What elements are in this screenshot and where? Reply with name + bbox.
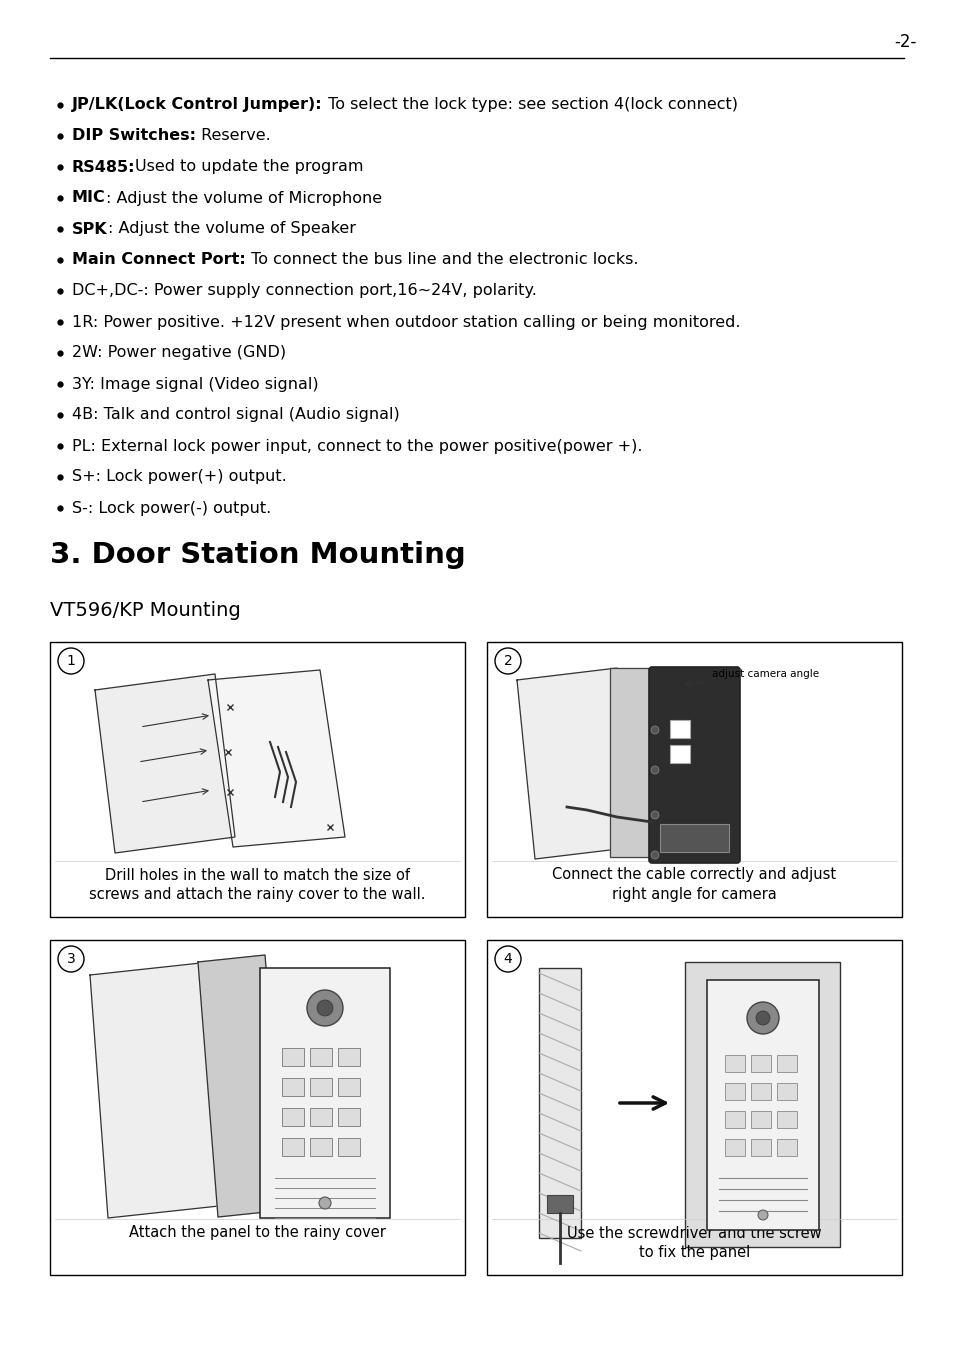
Bar [659, 825, 728, 852]
Polygon shape [198, 955, 285, 1217]
Text: PL: External lock power input, connect to the power positive(power +).: PL: External lock power input, connect t… [71, 439, 641, 454]
Circle shape [650, 766, 659, 774]
Circle shape [495, 946, 520, 972]
Text: S+: Lock power(+) output.: S+: Lock power(+) output. [71, 470, 287, 485]
Circle shape [316, 1001, 333, 1016]
Bar [337, 1078, 359, 1095]
Text: -2-: -2- [893, 32, 915, 51]
Bar [684, 961, 840, 1247]
Bar [724, 1112, 744, 1128]
Text: 1: 1 [67, 654, 75, 668]
Text: screws and attach the rainy cover to the wall.: screws and attach the rainy cover to the… [90, 887, 425, 902]
Bar [724, 1055, 744, 1072]
Bar [260, 968, 390, 1219]
Text: Reserve.: Reserve. [195, 129, 271, 144]
Bar [337, 1108, 359, 1127]
Text: DC+,DC-: Power supply connection port,16~24V, polarity.: DC+,DC-: Power supply connection port,16… [71, 283, 537, 298]
Text: SPK: SPK [71, 222, 108, 237]
Bar [282, 1078, 304, 1095]
Text: Attach the panel to the rainy cover: Attach the panel to the rainy cover [129, 1225, 386, 1240]
Circle shape [746, 1002, 779, 1034]
Text: To select the lock type: see section 4(lock connect): To select the lock type: see section 4(l… [322, 97, 737, 112]
Text: MIC: MIC [71, 191, 106, 206]
Polygon shape [90, 961, 228, 1219]
Bar [750, 1112, 770, 1128]
Bar [310, 1048, 332, 1066]
Circle shape [755, 1011, 769, 1025]
Bar [706, 980, 818, 1229]
Text: 4: 4 [503, 952, 512, 965]
Text: Drill holes in the wall to match the size of: Drill holes in the wall to match the siz… [105, 868, 410, 883]
Polygon shape [208, 670, 345, 848]
Bar [750, 1139, 770, 1156]
Bar [724, 1083, 744, 1099]
Text: VT596/KP Mounting: VT596/KP Mounting [50, 601, 240, 620]
Bar [486, 642, 901, 917]
Circle shape [650, 852, 659, 858]
Bar [669, 720, 689, 738]
Bar [546, 1196, 573, 1213]
Text: To connect the bus line and the electronic locks.: To connect the bus line and the electron… [246, 252, 638, 268]
Circle shape [650, 811, 659, 819]
Bar [50, 940, 464, 1275]
Bar [776, 1055, 796, 1072]
FancyBboxPatch shape [648, 668, 740, 862]
Bar [669, 745, 689, 764]
Text: 3. Door Station Mounting: 3. Door Station Mounting [50, 542, 465, 569]
Bar [750, 1055, 770, 1072]
Text: 3Y: Image signal (Video signal): 3Y: Image signal (Video signal) [71, 376, 318, 391]
Bar [776, 1139, 796, 1156]
Bar [310, 1078, 332, 1095]
Text: 3: 3 [67, 952, 75, 965]
Text: to fix the panel: to fix the panel [639, 1244, 749, 1259]
Polygon shape [609, 668, 651, 857]
Bar [50, 642, 464, 917]
Text: Use the screwdriver and the screw: Use the screwdriver and the screw [567, 1225, 821, 1240]
Text: S-: Lock power(-) output.: S-: Lock power(-) output. [71, 501, 271, 516]
Polygon shape [95, 674, 234, 853]
Circle shape [58, 946, 84, 972]
Bar [310, 1108, 332, 1127]
Circle shape [307, 990, 343, 1026]
Text: : Adjust the volume of Microphone: : Adjust the volume of Microphone [106, 191, 381, 206]
Text: adjust camera angle: adjust camera angle [685, 669, 819, 686]
Bar [724, 1139, 744, 1156]
Circle shape [58, 649, 84, 674]
Text: Used to update the program: Used to update the program [135, 160, 364, 175]
Bar [538, 968, 580, 1238]
Bar [486, 940, 901, 1275]
Text: DIP Switches:: DIP Switches: [71, 129, 195, 144]
Bar [282, 1048, 304, 1066]
Text: right angle for camera: right angle for camera [612, 887, 776, 902]
Polygon shape [517, 668, 635, 858]
Bar [750, 1083, 770, 1099]
Text: JP/LK(Lock Control Jumper):: JP/LK(Lock Control Jumper): [71, 97, 322, 112]
Text: 2W: Power negative (GND): 2W: Power negative (GND) [71, 345, 286, 360]
Bar [337, 1048, 359, 1066]
Bar [282, 1108, 304, 1127]
Circle shape [758, 1210, 767, 1220]
Text: Main Connect Port:: Main Connect Port: [71, 252, 246, 268]
Text: Connect the cable correctly and adjust: Connect the cable correctly and adjust [552, 868, 836, 883]
Circle shape [495, 649, 520, 674]
Circle shape [650, 726, 659, 734]
Text: 4B: Talk and control signal (Audio signal): 4B: Talk and control signal (Audio signa… [71, 408, 399, 422]
Bar [776, 1112, 796, 1128]
Text: RS485:: RS485: [71, 160, 135, 175]
Bar [337, 1137, 359, 1156]
Bar [776, 1083, 796, 1099]
Bar [282, 1137, 304, 1156]
Text: 2: 2 [503, 654, 512, 668]
Circle shape [318, 1197, 331, 1209]
Text: : Adjust the volume of Speaker: : Adjust the volume of Speaker [108, 222, 355, 237]
Bar [310, 1137, 332, 1156]
Text: 1R: Power positive. +12V present when outdoor station calling or being monitored: 1R: Power positive. +12V present when ou… [71, 314, 740, 329]
